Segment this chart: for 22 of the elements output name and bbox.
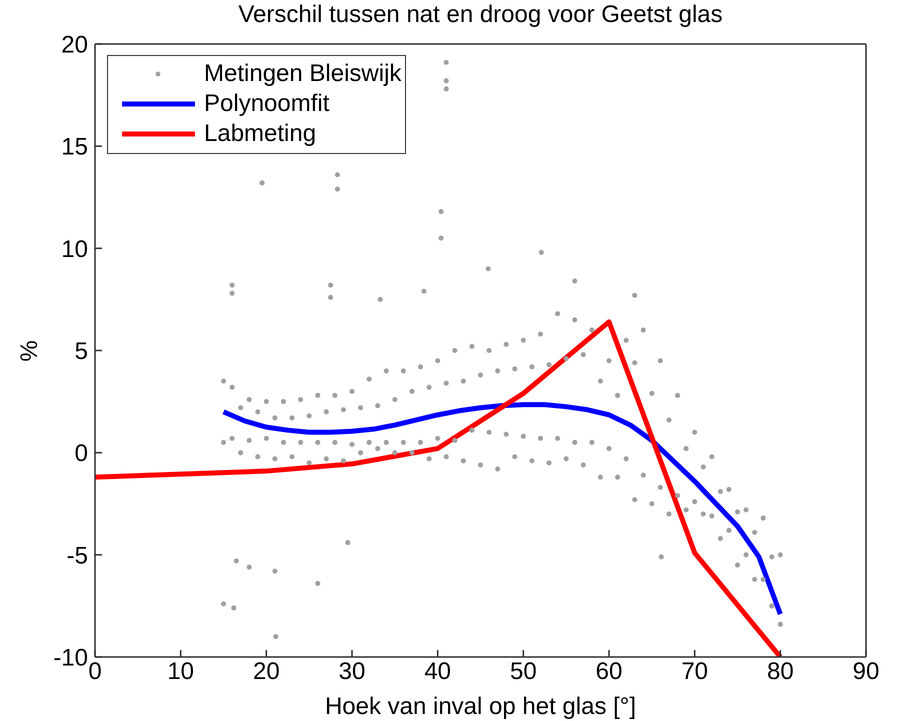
y-tick-label: -10 bbox=[53, 644, 88, 672]
x-tick-label: 50 bbox=[510, 658, 537, 686]
y-tick-label: 15 bbox=[61, 134, 88, 161]
legend-label: Polynoomfit bbox=[204, 89, 330, 119]
y-tick-label: 20 bbox=[61, 32, 88, 59]
chart-title: Verschil tussen nat en droog voor Geetst glas bbox=[237, 1, 724, 29]
legend-label: Metingen Bleiswijk bbox=[204, 59, 402, 89]
x-tick-label: 40 bbox=[424, 658, 452, 686]
y-tick-label: 0 bbox=[74, 440, 88, 468]
x-tick-label: 30 bbox=[338, 658, 366, 686]
x-tick-label: 80 bbox=[766, 658, 794, 686]
y-tick-label: -5 bbox=[66, 542, 88, 570]
y-axis-title: % bbox=[16, 338, 44, 364]
x-axis-title: Hoek van inval op het glas [°] bbox=[324, 693, 638, 721]
x-tick-label: 20 bbox=[252, 658, 280, 686]
x-tick-label: 60 bbox=[596, 658, 622, 686]
y-tick-label: 10 bbox=[61, 236, 88, 263]
x-tick-label: 10 bbox=[167, 658, 194, 686]
x-tick-label: 90 bbox=[852, 658, 880, 686]
y-tick-label: 5 bbox=[74, 338, 88, 366]
legend-label: Labmeting bbox=[204, 119, 316, 149]
x-tick-label: 70 bbox=[681, 658, 708, 686]
